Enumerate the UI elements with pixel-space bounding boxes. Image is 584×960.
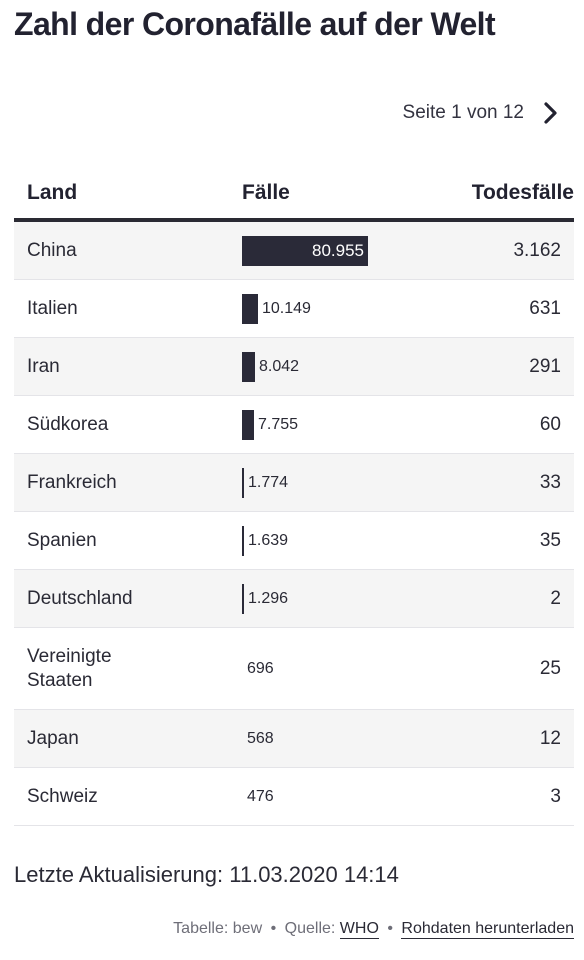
next-page-button[interactable] — [540, 99, 562, 127]
table-row: Deutschland 1.296 2 — [14, 570, 574, 628]
table-row: Italien 10.149 631 — [14, 280, 574, 338]
country-name: Iran — [27, 355, 60, 377]
country-name: Schweiz — [27, 785, 98, 807]
cases-bar — [242, 409, 254, 440]
cases-cell: 7.755 — [242, 409, 422, 440]
deaths-value: 291 — [529, 355, 561, 377]
table-row: Vereinigte Staaten 696 25 — [14, 628, 574, 710]
cases-value: 568 — [247, 729, 274, 747]
source-label: Quelle: — [284, 920, 336, 937]
cases-value: 8.042 — [259, 357, 300, 375]
country-name: Spanien — [27, 529, 97, 551]
deaths-value: 2 — [550, 587, 561, 609]
table-header: Land Fälle Todesfälle — [14, 168, 574, 222]
cases-cell: 10.149 — [242, 293, 422, 324]
pagination: Seite 1 von 12 — [403, 98, 562, 128]
page-title: Zahl der Coronafälle auf der Welt — [14, 6, 496, 42]
country-name: Italien — [27, 297, 78, 319]
cases-bar — [242, 525, 244, 556]
cases-bar — [242, 293, 258, 324]
country-name: Südkorea — [27, 413, 109, 435]
cases-value: 10.149 — [262, 299, 311, 317]
header-land[interactable]: Land — [27, 181, 78, 204]
cases-cell: 1.774 — [242, 467, 422, 498]
deaths-value: 35 — [539, 529, 561, 551]
table-row: Südkorea 7.755 60 — [14, 396, 574, 454]
country-name: Deutschland — [27, 587, 133, 609]
cases-cell: 8.042 — [242, 351, 422, 382]
source-link[interactable]: WHO — [339, 920, 379, 939]
country-name: Vereinigte Staaten — [27, 645, 112, 691]
separator-dot: • — [387, 920, 393, 937]
header-cases[interactable]: Fälle — [242, 181, 290, 204]
last-updated: Letzte Aktualisierung: 11.03.2020 14:14 — [14, 862, 399, 887]
cases-table: Land Fälle Todesfälle China 80.955 3.162 It… — [14, 168, 574, 826]
cases-cell: 568 — [242, 724, 422, 754]
cases-value: 476 — [247, 787, 274, 805]
cases-value: 80.955 — [312, 240, 364, 260]
country-name: China — [27, 239, 77, 261]
cases-value: 7.755 — [258, 415, 299, 433]
deaths-value: 25 — [539, 657, 561, 679]
cases-bar — [242, 467, 244, 498]
deaths-value: 3 — [550, 785, 561, 807]
cases-cell: 1.639 — [242, 525, 422, 556]
cases-value: 696 — [247, 659, 274, 677]
separator-dot: • — [270, 920, 277, 937]
cases-value: 1.774 — [248, 473, 289, 491]
table-row: Spanien 1.639 35 — [14, 512, 574, 570]
cases-value: 1.296 — [248, 589, 289, 607]
table-row: Iran 8.042 291 — [14, 338, 574, 396]
deaths-value: 3.162 — [513, 239, 561, 261]
table-row: Frankreich 1.774 33 — [14, 454, 574, 512]
download-link[interactable]: Rohdaten herunterladen — [401, 920, 574, 939]
table-row: Japan 568 12 — [14, 710, 574, 768]
country-name: Japan — [27, 727, 79, 749]
cases-value: 1.639 — [248, 531, 289, 549]
deaths-value: 33 — [539, 471, 561, 493]
cases-bar — [242, 583, 244, 614]
cases-cell: 1.296 — [242, 583, 422, 614]
cases-cell: 80.955 — [242, 235, 422, 266]
table-credit: Tabelle: bew — [173, 920, 263, 937]
footer-credits: Tabelle: bew • Quelle: WHO • Rohdaten he… — [173, 920, 574, 939]
cases-cell: 696 — [242, 654, 422, 684]
cases-bar — [242, 235, 368, 266]
deaths-value: 12 — [539, 727, 561, 749]
country-name: Frankreich — [27, 471, 117, 493]
deaths-value: 60 — [539, 413, 561, 435]
cases-cell: 476 — [242, 782, 422, 812]
cases-bar — [242, 351, 255, 382]
table-body: China 80.955 3.162 Italien 10.149 631 Iran 8.04… — [14, 222, 574, 826]
chevron-right-icon — [544, 102, 557, 124]
page-indicator: Seite 1 von 12 — [402, 102, 524, 123]
header-deaths[interactable]: Todesfälle — [471, 181, 574, 204]
deaths-value: 631 — [529, 297, 561, 319]
table-row: Schweiz 476 3 — [14, 768, 574, 826]
table-row: China 80.955 3.162 — [14, 222, 574, 280]
